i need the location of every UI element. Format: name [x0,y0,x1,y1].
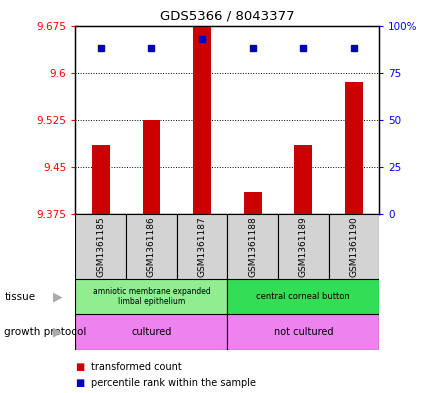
Bar [227,279,378,314]
Bar [328,214,378,279]
Bar [294,145,311,214]
Bar [227,314,378,350]
Text: GSM1361187: GSM1361187 [197,216,206,277]
Bar [126,214,176,279]
Text: tissue: tissue [4,292,35,302]
Text: ■: ■ [75,362,84,373]
Text: GSM1361189: GSM1361189 [298,216,307,277]
Text: growth protocol: growth protocol [4,327,86,337]
Text: central corneal button: central corneal button [256,292,350,301]
Bar [344,82,362,214]
Bar [193,26,210,214]
Text: cultured: cultured [131,327,171,337]
Bar [227,214,277,279]
Bar [277,214,328,279]
Title: GDS5366 / 8043377: GDS5366 / 8043377 [160,10,294,23]
Text: GSM1361190: GSM1361190 [349,216,358,277]
Bar [92,145,109,214]
Text: transformed count: transformed count [90,362,181,373]
Text: ▶: ▶ [53,290,63,303]
Bar [176,214,227,279]
Text: amniotic membrane expanded
limbal epithelium: amniotic membrane expanded limbal epithe… [92,287,210,307]
Bar [142,120,160,214]
Text: GSM1361185: GSM1361185 [96,216,105,277]
Bar [243,192,261,214]
Text: GSM1361186: GSM1361186 [147,216,156,277]
Text: GSM1361188: GSM1361188 [248,216,257,277]
Text: not cultured: not cultured [273,327,332,337]
Text: percentile rank within the sample: percentile rank within the sample [90,378,255,388]
Bar [75,279,227,314]
Text: ▶: ▶ [53,325,63,339]
Bar [75,214,126,279]
Bar [75,314,227,350]
Text: ■: ■ [75,378,84,388]
